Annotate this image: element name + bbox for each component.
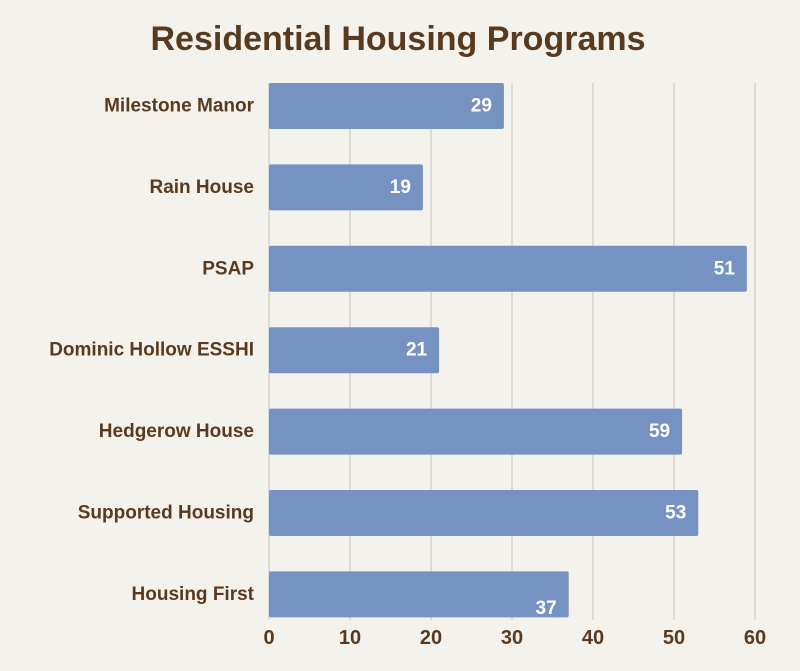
chart-title: Residential Housing Programs [151,20,646,58]
x-tick-label: 60 [744,627,766,649]
x-tick-label: 40 [582,627,604,649]
x-axis-ticks: 0 10 20 30 40 50 60 [263,627,766,649]
data-label: 59 [649,421,670,442]
category-label: Supported Housing [78,503,254,524]
data-label: 19 [390,177,411,198]
category-label: Hedgerow House [99,421,254,442]
x-tick-label: 10 [339,627,361,649]
data-label: 53 [665,503,686,524]
bar-dominic-hollow-esshi [269,327,440,374]
bar-milestone-manor [269,83,504,129]
data-label: 21 [406,340,428,361]
category-label: Dominic Hollow ESSHI [49,340,254,361]
data-label: 51 [714,258,736,279]
category-label: Housing First [132,584,255,605]
x-tick-label: 30 [501,627,523,649]
data-label: 37 [536,598,557,619]
category-labels: Milestone Manor Rain House PSAP Dominic Hol… [49,96,254,605]
x-tick-label: 0 [263,627,274,649]
bar-rain-house [269,164,423,211]
bar-hedgerow-house [269,408,683,455]
category-label: Rain House [149,177,254,198]
bar-supported-housing [269,490,699,536]
x-tick-label: 20 [420,627,442,649]
category-label: PSAP [202,258,254,279]
category-label: Milestone Manor [104,96,255,117]
x-tick-label: 50 [663,627,685,649]
bar-housing-first [269,571,569,618]
data-label: 29 [471,96,492,117]
bar-psap [269,245,747,292]
bars: 29 19 51 21 59 53 37 [269,83,747,619]
